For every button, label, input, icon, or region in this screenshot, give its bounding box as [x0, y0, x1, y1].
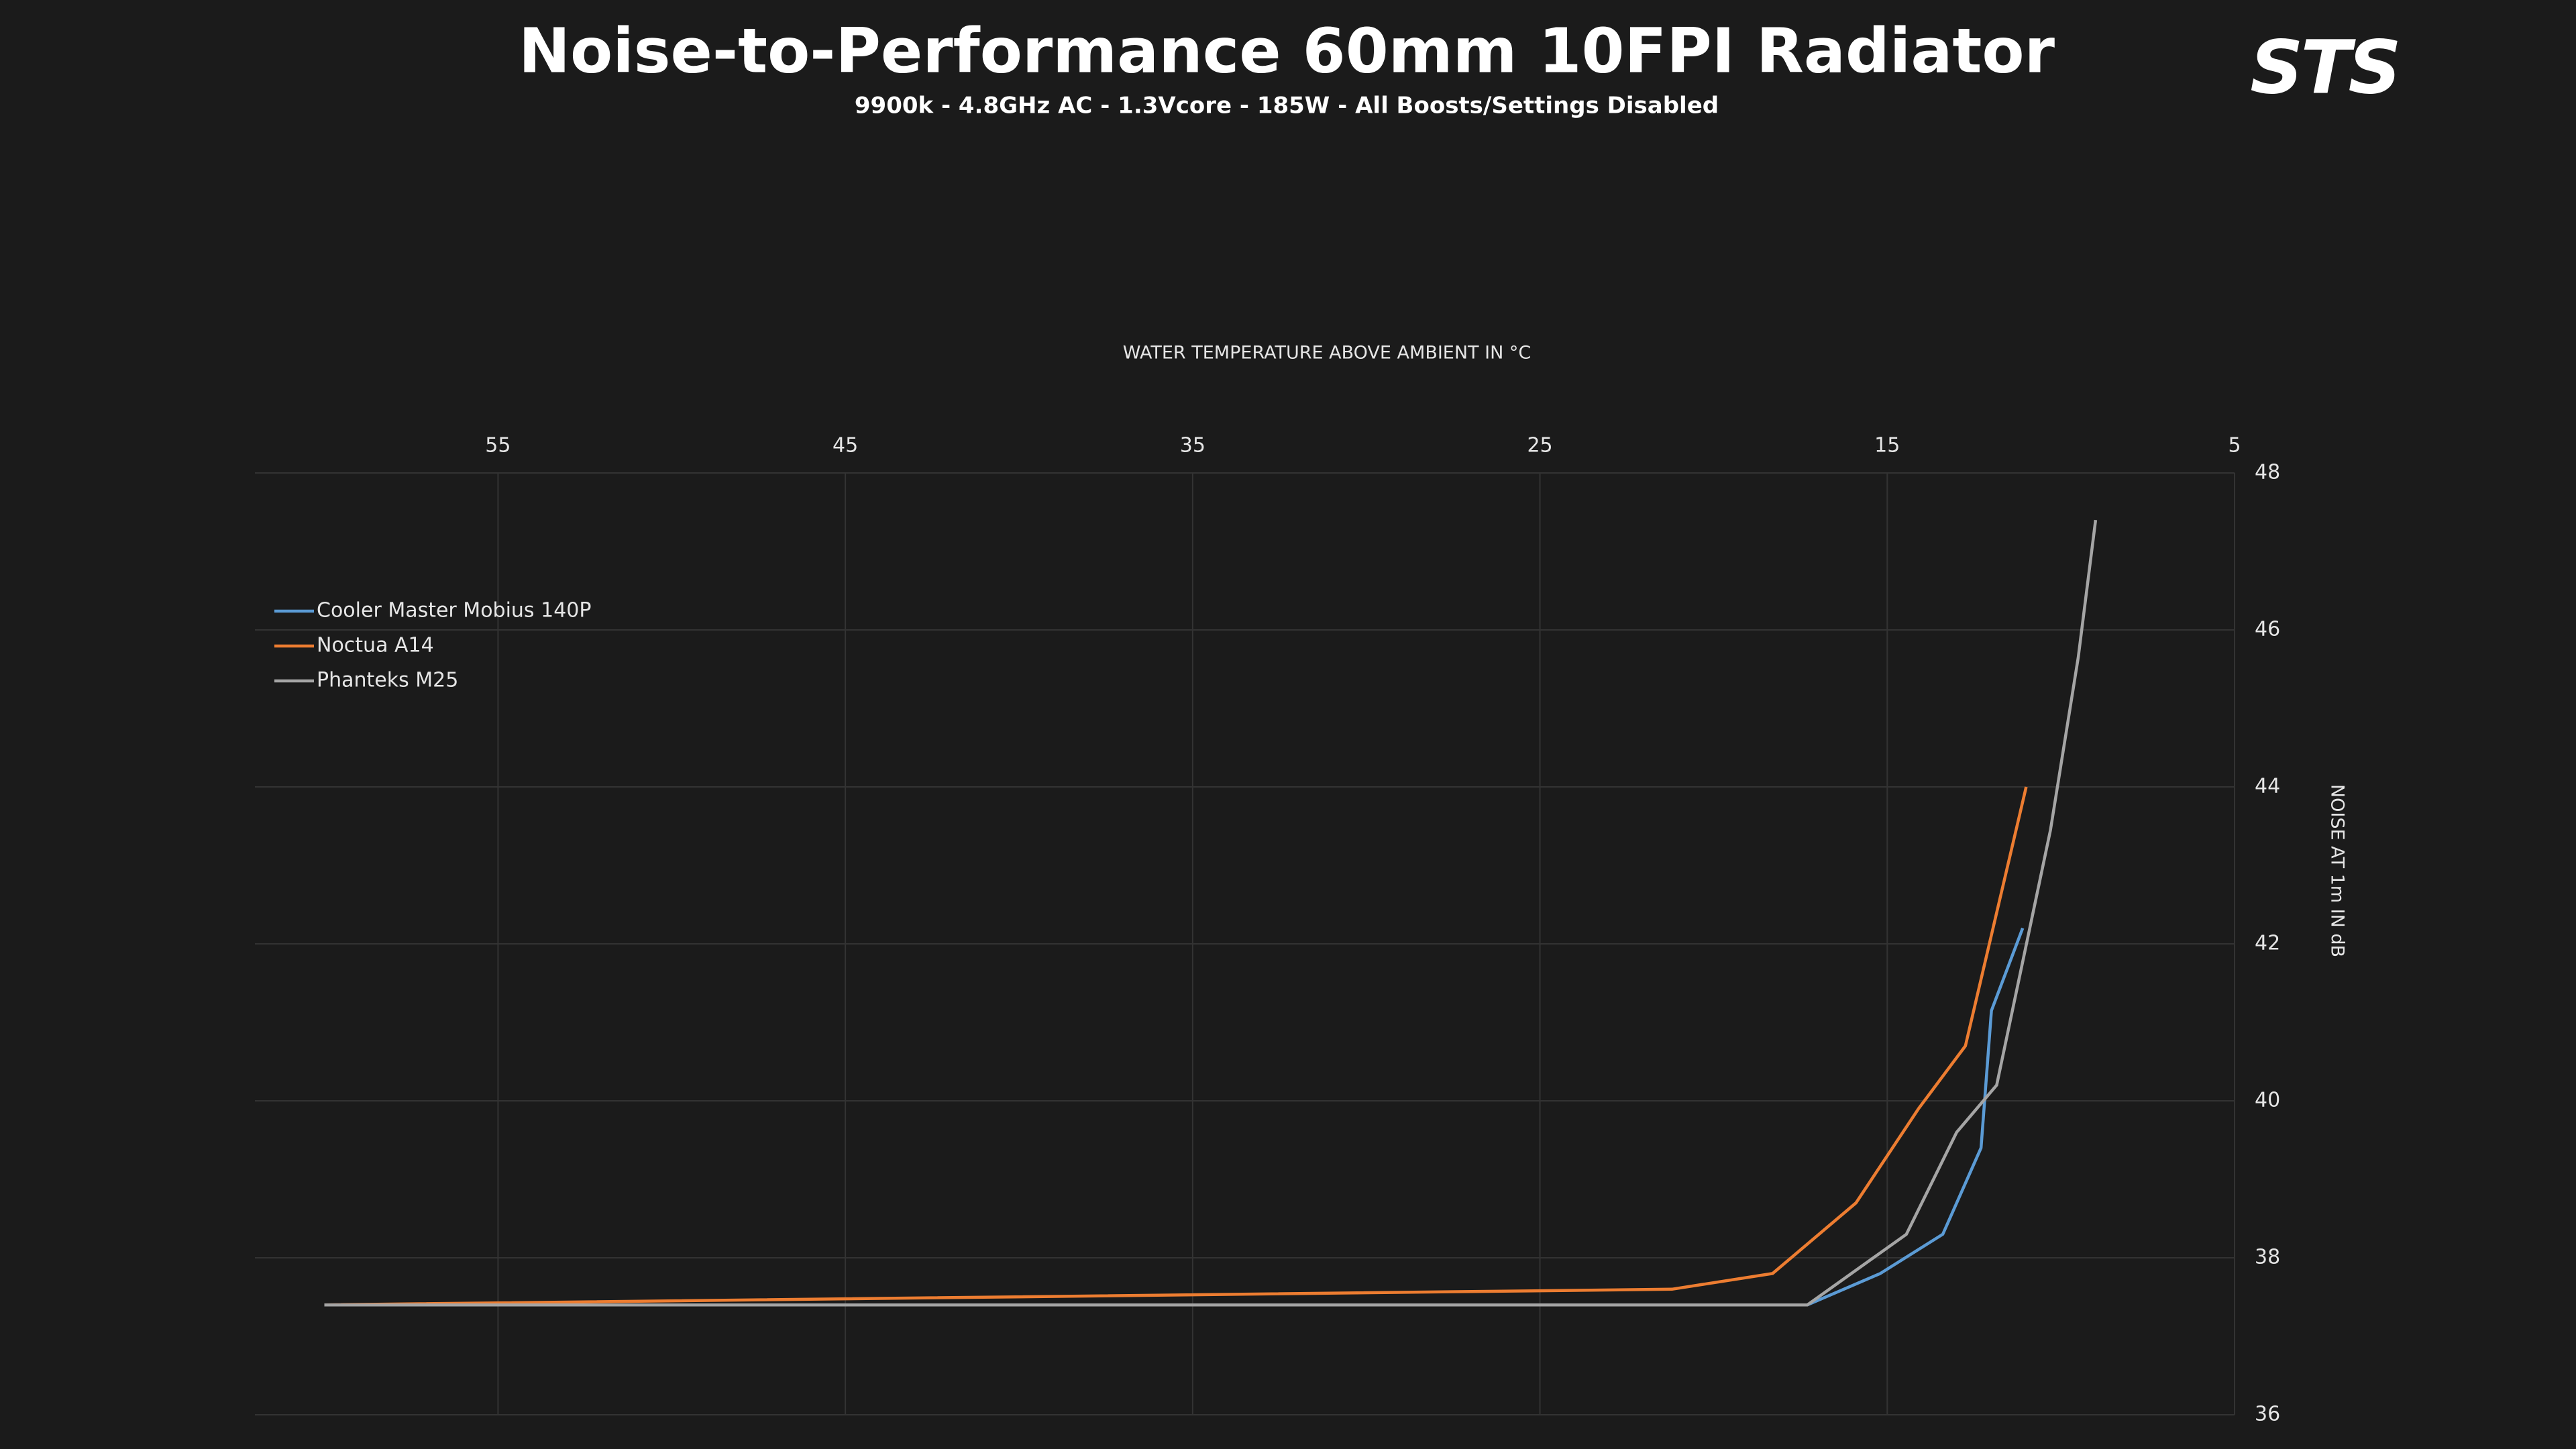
chart-title: Noise-to-Performance 60mm 10FPI Radiator — [519, 15, 2055, 87]
legend-label: Phanteks M25 — [317, 669, 458, 692]
x-tick-label: 15 — [1874, 434, 1900, 458]
y-tick-label: 36 — [2255, 1403, 2280, 1426]
y-tick-label: 38 — [2255, 1246, 2280, 1269]
y-axis-title: NOISE AT 1m IN dB — [2327, 784, 2348, 957]
legend-label: Cooler Master Mobius 140P — [317, 599, 591, 623]
x-tick-label: 5 — [2228, 434, 2241, 458]
x-tick-label: 55 — [485, 434, 511, 458]
y-tick-label: 48 — [2255, 461, 2280, 484]
y-tick-label: 40 — [2255, 1089, 2280, 1112]
legend-label: Noctua A14 — [317, 634, 434, 657]
y-tick-label: 42 — [2255, 932, 2280, 955]
series-line — [324, 786, 2028, 1307]
series-line — [324, 519, 2098, 1307]
y-tick-label: 44 — [2255, 775, 2280, 798]
x-tick-label: 25 — [1527, 434, 1552, 458]
x-axis-title: WATER TEMPERATURE ABOVE AMBIENT IN °C — [1123, 343, 1531, 364]
logo: STS — [2250, 24, 2398, 110]
y-tick-label: 46 — [2255, 618, 2280, 641]
chart-subtitle: 9900k - 4.8GHz AC - 1.3Vcore - 185W - Al… — [855, 93, 1719, 119]
x-tick-label: 45 — [833, 434, 858, 458]
x-tick-label: 35 — [1180, 434, 1205, 458]
